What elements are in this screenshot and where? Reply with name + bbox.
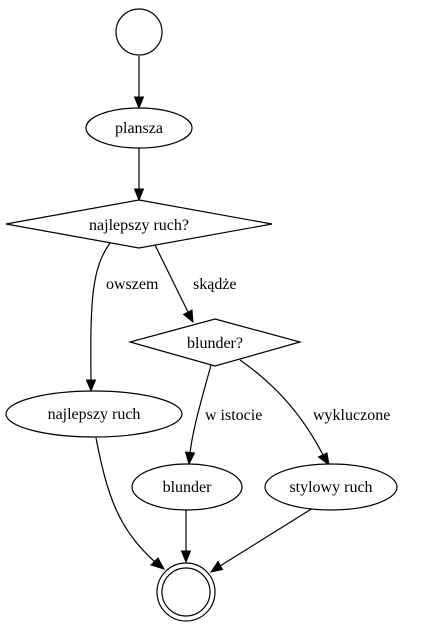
decision-najlepszy-ruch: najlepszy ruch? xyxy=(5,199,273,249)
nodes: plansza najlepszy ruch? najlepszy ruch b… xyxy=(5,8,398,622)
node-label-blunder: blunder xyxy=(163,479,213,496)
node-blunder: blunder xyxy=(131,463,243,511)
node-label-plansza: plansza xyxy=(115,120,163,137)
node-najlepszy-ruch: najlepszy ruch xyxy=(5,390,183,438)
edge-label-wykluczone: wykluczone xyxy=(313,407,390,424)
edge-wykluczone xyxy=(239,359,330,467)
edge-stylowy-ruch-to-end xyxy=(209,507,314,573)
decision-label-najlepszy-ruch: najlepszy ruch? xyxy=(89,217,189,234)
edges xyxy=(85,56,330,573)
node-plansza: plansza xyxy=(85,107,193,149)
edge-plansza-to-decision-best xyxy=(133,148,145,202)
start-node xyxy=(115,8,163,56)
edge-skadze xyxy=(153,242,194,324)
edge-blunder-to-end xyxy=(180,510,192,564)
edge-owszem xyxy=(85,242,111,393)
decision-blunder: blunder? xyxy=(127,318,303,367)
decision-label-blunder: blunder? xyxy=(187,335,243,352)
node-stylowy-ruch: stylowy ruch xyxy=(264,463,398,511)
edge-label-owszem: owszem xyxy=(106,276,159,293)
edge-najlepszy-ruch-to-end xyxy=(95,437,166,570)
edge-label-w-istocie: w istocie xyxy=(205,407,262,424)
edge-start-to-plansza xyxy=(133,56,145,110)
edge-labels: owszem skądże w istocie wykluczone xyxy=(106,276,390,424)
node-label-stylowy-ruch: stylowy ruch xyxy=(289,479,372,496)
node-label-najlepszy-ruch: najlepszy ruch xyxy=(48,406,141,423)
edge-label-skadze: skądże xyxy=(193,276,237,293)
edge-w-istocie xyxy=(184,364,212,466)
end-node xyxy=(156,562,216,622)
